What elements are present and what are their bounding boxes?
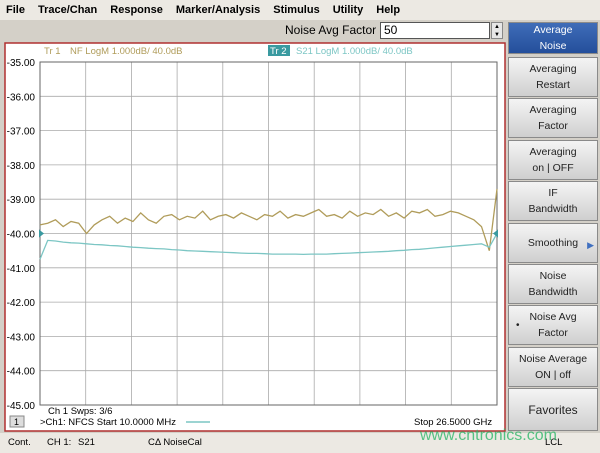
entry-field[interactable]: 50 bbox=[380, 22, 490, 39]
chart: -35.00 -36.00 -37.00 -38.00 -39.00 -40.00 -41.… bbox=[4, 42, 506, 432]
softkey[interactable]: IF Bandwidth bbox=[508, 181, 598, 222]
softkey-label: Noise Avg bbox=[529, 311, 577, 324]
submenu-arrow: ▶ bbox=[587, 239, 594, 250]
status-item: LCL bbox=[545, 437, 563, 448]
selected-marker: • bbox=[516, 320, 520, 332]
softkey-label: Noise bbox=[539, 270, 567, 282]
stop-label: Stop 26.5000 GHz bbox=[414, 417, 492, 428]
softkey-label: ON | off bbox=[535, 368, 571, 381]
y-tick-label: -42.00 bbox=[7, 298, 36, 309]
y-tick-label: -36.00 bbox=[7, 92, 36, 103]
softkey-label: Bandwidth bbox=[528, 203, 578, 216]
softkey-label: IF bbox=[548, 187, 558, 200]
status-item: CH 1: bbox=[47, 437, 72, 448]
menu-item[interactable]: Response bbox=[110, 4, 163, 16]
channel-box bbox=[9, 415, 25, 428]
softkey[interactable]: Averaging on | OFF bbox=[508, 139, 598, 180]
trace-header: Tr 2 S21 LogM 1.000dB/ 40.0dB bbox=[268, 45, 413, 57]
softkey[interactable]: Noise Bandwidth bbox=[508, 264, 598, 304]
entry-label: Noise Avg Factor bbox=[285, 23, 377, 37]
status-item: S21 bbox=[78, 437, 95, 448]
status-item: Cont. bbox=[8, 437, 31, 448]
softkey-label: Restart bbox=[536, 79, 570, 91]
trace-header: Tr 1 NF LogM 1.000dB/ 40.0dB bbox=[44, 46, 183, 57]
y-tick-label: -44.00 bbox=[7, 367, 36, 378]
softkey-label: Bandwidth bbox=[528, 286, 578, 298]
active-trace-tag bbox=[268, 45, 290, 56]
y-tick-label: -45.00 bbox=[7, 401, 36, 412]
softkey-label: Noise Average bbox=[518, 352, 588, 365]
trace-name: Tr 1 bbox=[44, 46, 61, 57]
menu-item[interactable]: Marker/Analysis bbox=[175, 4, 261, 16]
softkey[interactable]: Averaging Factor bbox=[508, 98, 598, 139]
y-tick-label: -43.00 bbox=[7, 332, 36, 343]
softkey-label: on | OFF bbox=[532, 161, 574, 174]
y-tick-label: -38.00 bbox=[7, 161, 36, 172]
sweep-info: Ch 1 Swps: 3/6 bbox=[48, 406, 112, 417]
trace-label: S21 LogM 1.000dB/ 40.0dB bbox=[296, 46, 413, 57]
menu-bar: File Trace/Chan Response Marker/Analysis Sti… bbox=[0, 0, 600, 20]
softkey-label: Smoothing bbox=[527, 236, 579, 249]
menu-item[interactable]: Trace/Chan bbox=[37, 4, 98, 16]
softkey[interactable]: Noise Average ON | off bbox=[508, 346, 598, 387]
softkey-label: Averaging bbox=[529, 104, 577, 117]
softkey-label: Factor bbox=[538, 327, 568, 340]
y-tick-label: -39.00 bbox=[7, 195, 36, 206]
softkey-label: Noise bbox=[539, 40, 567, 52]
softkey[interactable]: Smoothing ▶ bbox=[508, 222, 598, 263]
menu-item[interactable]: Help bbox=[376, 4, 401, 16]
trace-name: Tr 2 bbox=[270, 46, 287, 57]
softkey-label: Favorites bbox=[528, 402, 578, 417]
start-label: >Ch1: NFCS Start 10.0000 MHz bbox=[40, 417, 176, 428]
status-item: CΔ NoiseCal bbox=[148, 437, 202, 448]
softkey[interactable]: Favorites bbox=[508, 388, 598, 431]
y-tick-label: -37.00 bbox=[7, 127, 36, 138]
channel-number: 1 bbox=[14, 417, 19, 427]
y-tick-label: -41.00 bbox=[7, 264, 36, 275]
softkey[interactable]: Noise Avg Factor • bbox=[508, 305, 598, 346]
watermark: www.cntronics.com bbox=[420, 427, 557, 444]
softkey-label: Average bbox=[533, 24, 573, 36]
menu-item[interactable]: Stimulus bbox=[273, 4, 320, 16]
trace-line bbox=[39, 188, 498, 251]
menu-item[interactable]: File bbox=[6, 4, 25, 16]
softkey[interactable]: Averaging Restart bbox=[508, 57, 598, 97]
softkey-label: Factor bbox=[538, 120, 568, 133]
trace-label: NF LogM 1.000dB/ 40.0dB bbox=[70, 46, 183, 57]
softkey-label: Averaging bbox=[529, 63, 577, 75]
softkey-label: Averaging bbox=[529, 145, 577, 158]
status-bar: Cont. CH 1: S21 CΔ NoiseCal LCL www.cntronics… bbox=[0, 427, 600, 453]
menu-item[interactable]: Utility bbox=[332, 4, 364, 16]
y-tick-label: -40.00 bbox=[7, 230, 36, 241]
reference-marker bbox=[493, 229, 498, 238]
softkey[interactable]: Average Noise bbox=[508, 22, 598, 54]
reference-marker bbox=[39, 229, 44, 238]
y-tick-label: -35.00 bbox=[7, 58, 36, 69]
chart-frame bbox=[4, 42, 506, 432]
spin-button[interactable]: ▲ ▼ bbox=[491, 22, 503, 39]
trace-line bbox=[39, 233, 498, 260]
